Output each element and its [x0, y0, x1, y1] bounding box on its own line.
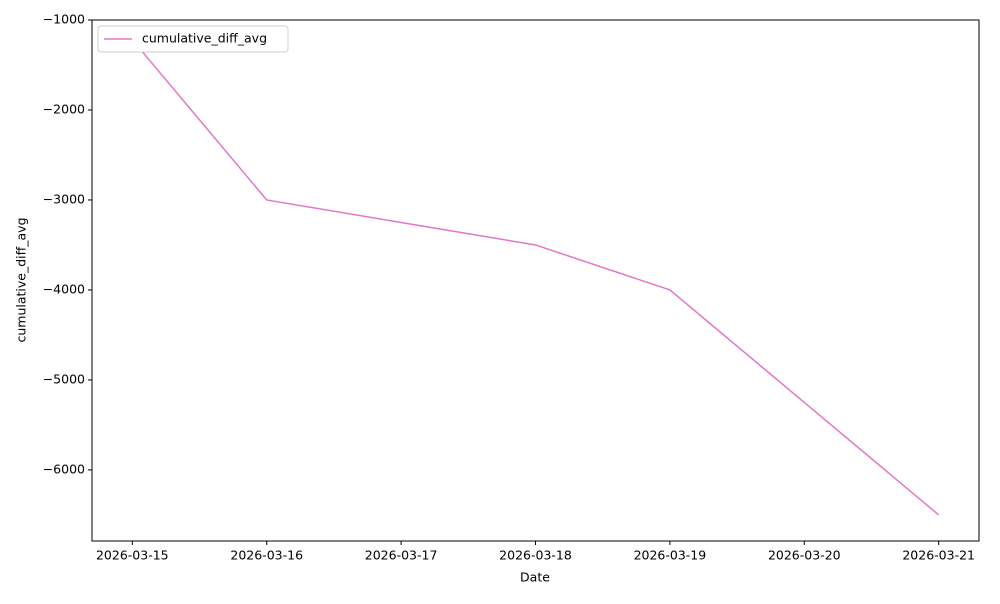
x-tick-label: 2026-03-16 [230, 548, 303, 563]
y-tick-label: −1000 [43, 12, 85, 27]
y-tick-label: −4000 [43, 281, 85, 296]
x-tick-label: 2026-03-19 [634, 548, 707, 563]
x-tick-label: 2026-03-18 [499, 548, 572, 563]
y-tick-label: −2000 [43, 101, 85, 116]
legend-box [97, 25, 289, 53]
y-axis-label: cumulative_diff_avg [14, 218, 29, 343]
x-tick-label: 2026-03-15 [96, 548, 169, 563]
plot-frame [91, 19, 980, 542]
x-tick-label: 2026-03-17 [365, 548, 438, 563]
y-tick-label: −6000 [43, 461, 85, 476]
legend-label: cumulative_diff_avg [142, 31, 267, 46]
x-tick-label: 2026-03-21 [902, 548, 975, 563]
x-tick-label: 2026-03-20 [768, 548, 841, 563]
legend: cumulative_diff_avg [97, 25, 289, 53]
series-line [131, 39, 940, 516]
y-tick-label: −3000 [43, 191, 85, 206]
y-tick-label: −5000 [43, 371, 85, 386]
x-axis-label: Date [520, 570, 550, 585]
